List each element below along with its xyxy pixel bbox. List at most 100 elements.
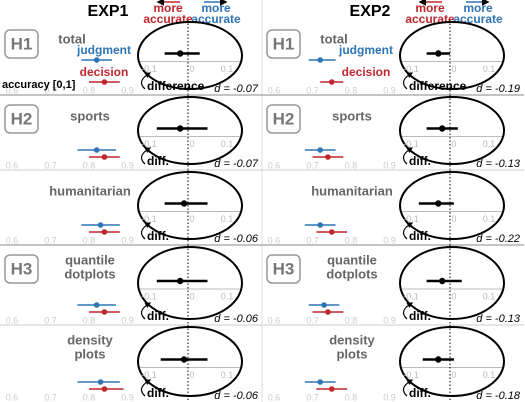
- difference-tick-label: 0.1: [221, 64, 234, 74]
- point: [101, 229, 108, 235]
- panel-title: total: [320, 31, 347, 46]
- x-tick-label: 0.6: [268, 392, 281, 402]
- difference-point: [435, 356, 442, 363]
- legend-label: decision: [80, 65, 129, 79]
- column-title: EXP2: [350, 3, 391, 20]
- panel-title: density: [67, 332, 113, 347]
- difference-tick-label: 0: [451, 214, 456, 224]
- panel-title: quantile: [65, 252, 115, 267]
- difference-point: [439, 125, 446, 132]
- difference-tick-label: 0: [189, 64, 194, 74]
- difference-tick-label: 0.1: [483, 64, 496, 74]
- point: [93, 147, 100, 153]
- x-tick-label: 0.6: [6, 85, 19, 95]
- point: [317, 57, 324, 63]
- x-tick-label: 0.6: [268, 160, 281, 170]
- x-tick-label: 0.9: [383, 315, 396, 325]
- group-box: [266, 29, 301, 59]
- difference-label: difference: [147, 79, 205, 93]
- group-label: H2: [273, 109, 295, 128]
- difference-tick-label: 0.1: [483, 370, 496, 380]
- panel-title: quantile: [327, 252, 377, 267]
- difference-tick-label: 0.1: [483, 291, 496, 301]
- x-tick-label: 0.6: [268, 85, 281, 95]
- difference-tick-label: 0: [451, 64, 456, 74]
- x-tick-label: 0.8: [83, 235, 96, 245]
- x-tick-label: 0.6: [268, 235, 281, 245]
- effect-label: d = -0.06: [214, 313, 259, 325]
- x-tick-label: 0.8: [83, 85, 96, 95]
- difference-tick-label: -0.1: [141, 291, 157, 301]
- difference-arrow: [140, 302, 152, 320]
- panel-title: dotplots: [64, 266, 115, 281]
- panel-title: dotplots: [326, 266, 377, 281]
- panel-title: plots: [74, 346, 105, 361]
- difference-point: [177, 125, 184, 132]
- x-tick-label: 0.6: [6, 235, 19, 245]
- effect-label: d = -0.18: [476, 390, 521, 402]
- panel-title: sports: [332, 108, 372, 123]
- x-tick-label: 0.7: [44, 160, 57, 170]
- difference-frame: [399, 96, 505, 165]
- difference-label: diff.: [147, 154, 169, 168]
- difference-tick-label: -0.1: [141, 214, 157, 224]
- panel-title: humanitarian: [311, 183, 393, 198]
- x-tick-label: 0.9: [121, 235, 134, 245]
- x-tick-label: 0.8: [345, 392, 358, 402]
- group-label: H3: [11, 259, 33, 278]
- x-tick-label: 0.7: [44, 315, 57, 325]
- x-tick-label: 0.9: [383, 85, 396, 95]
- difference-tick-label: 0.1: [221, 139, 234, 149]
- difference-point: [435, 200, 442, 207]
- effect-label: d = -0.06: [214, 390, 259, 402]
- group-label: H3: [273, 259, 295, 278]
- x-tick-label: 0.9: [383, 392, 396, 402]
- effect-label: d = -0.19: [476, 83, 520, 95]
- difference-tick-label: 0: [189, 214, 194, 224]
- x-tick-label: 0.9: [383, 160, 396, 170]
- point: [328, 386, 335, 392]
- difference-tick-label: 0.1: [221, 291, 234, 301]
- point: [93, 57, 100, 63]
- difference-label: diff.: [147, 386, 169, 400]
- difference-tick-label: -0.1: [141, 139, 157, 149]
- x-tick-label: 0.9: [383, 235, 396, 245]
- x-tick-label: 0.8: [345, 160, 358, 170]
- legend-label: judgment: [76, 43, 131, 57]
- point: [97, 379, 104, 385]
- effect-label: d = -0.22: [476, 233, 520, 245]
- point: [325, 309, 331, 315]
- x-tick-label: 0.6: [6, 160, 19, 170]
- difference-label: diff.: [409, 386, 431, 400]
- legend-label: judgment: [338, 43, 393, 57]
- legend-label: decision: [342, 65, 391, 79]
- x-tick-label: 0.8: [345, 85, 358, 95]
- difference-tick-label: 0: [451, 291, 456, 301]
- point: [325, 154, 331, 160]
- point: [328, 79, 335, 85]
- x-tick-label: 0.7: [44, 85, 57, 95]
- difference-tick-label: 0: [189, 291, 194, 301]
- difference-tick-label: 0.1: [221, 214, 234, 224]
- difference-frame: [399, 246, 505, 320]
- x-tick-label: 0.6: [268, 315, 281, 325]
- difference-frame: [137, 171, 243, 240]
- group-label: H1: [11, 34, 33, 53]
- difference-frame: [399, 326, 505, 397]
- difference-label: diff.: [409, 309, 431, 323]
- point: [328, 229, 335, 235]
- difference-arrow: [402, 147, 414, 165]
- point: [317, 379, 324, 385]
- x-tick-label: 0.9: [121, 85, 134, 95]
- panel-title: density: [329, 332, 375, 347]
- difference-point: [177, 277, 184, 285]
- difference-label: difference: [409, 79, 467, 93]
- difference-label: diff.: [147, 309, 169, 323]
- x-tick-label: 0.7: [44, 392, 57, 402]
- difference-tick-label: 0: [189, 370, 194, 380]
- panel-title: plots: [336, 346, 367, 361]
- x-tick-label: 0.8: [345, 315, 358, 325]
- effect-label: d = -0.07: [214, 158, 259, 170]
